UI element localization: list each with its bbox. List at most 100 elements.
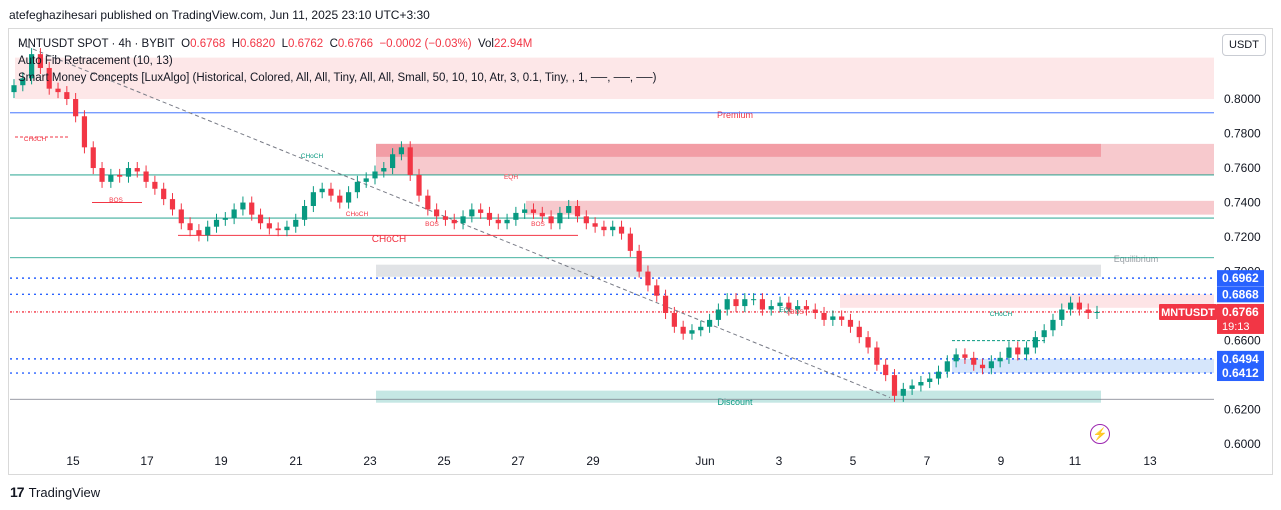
premium-top-zone (15, 57, 1214, 100)
currency-button[interactable]: USDT (1222, 34, 1266, 56)
last-price-badge (1217, 303, 1264, 334)
tradingview-footer[interactable]: 17 TradingView (10, 484, 100, 500)
y-tick-label: 0.6200 (1224, 403, 1261, 417)
symbol-tag-text: MNTUSDT (1161, 307, 1215, 319)
candle (486, 212, 493, 220)
candle (539, 212, 545, 217)
candle (240, 202, 246, 210)
candle (979, 364, 986, 369)
candle (601, 226, 607, 231)
symbol-tag-badge (1159, 303, 1217, 320)
x-tick-label: 27 (511, 454, 525, 468)
open-value: 0.6768 (190, 38, 226, 50)
candle (372, 171, 378, 179)
candle (1050, 319, 1056, 331)
candle (706, 319, 713, 327)
change-value: −0.0002 (−0.03%) (379, 38, 472, 50)
candle (610, 226, 616, 231)
candle (169, 199, 176, 210)
candle (618, 226, 625, 234)
h-label: H (231, 38, 241, 50)
candle (856, 326, 862, 338)
candle (742, 299, 748, 307)
candle (407, 147, 413, 175)
indicator-fib[interactable]: Auto Fib Retracement (10, 13) (18, 55, 173, 67)
candle (161, 188, 167, 200)
candle (1006, 347, 1012, 358)
candle (416, 174, 422, 196)
candle (319, 188, 325, 193)
y-tick-label: 0.7400 (1224, 196, 1261, 210)
candle (645, 271, 651, 286)
structure-label-bos: BOS (109, 197, 123, 204)
x-tick-label: 9 (998, 454, 1005, 468)
candle (557, 212, 563, 224)
candle (654, 285, 660, 296)
y-tick-label: 0.8000 (1224, 92, 1261, 106)
supply-small-zone (840, 294, 1214, 308)
axis-layer: 15 17 19 21 23 25 27 29 Jun 3 5 7 9 11 13 0.8000 0.7800 0… (66, 92, 1264, 468)
structure-label-bos: BOS (425, 221, 439, 228)
zone-label-2: Discount (717, 397, 753, 407)
candle (530, 209, 537, 213)
structure-label-choch: CHoCH (346, 211, 369, 218)
equilibrium-zone (376, 264, 1101, 277)
candle (883, 364, 889, 376)
structure-label-eqh: EQH (504, 174, 518, 181)
candle (874, 347, 880, 365)
candle (442, 216, 449, 220)
candle (733, 299, 739, 307)
zone-label-1: Equilibrium (1114, 254, 1159, 264)
vol-label: Vol (477, 38, 494, 50)
low-value: 0.6762 (288, 38, 324, 50)
candle (425, 195, 431, 210)
candle (354, 181, 360, 193)
price-badge-text: 0.6868 (1222, 287, 1259, 301)
structure-label-choch: CHoCH (372, 234, 406, 245)
l-label: L (281, 38, 288, 50)
chart-legend: MNTUSDT SPOT · 4h · BYBIT O0.6768 H0.682… (18, 36, 656, 87)
candle (390, 154, 396, 169)
price-badge (1217, 286, 1264, 303)
candle (1041, 330, 1047, 338)
x-tick-label: 25 (437, 454, 451, 468)
candle (715, 309, 721, 320)
legend-symbol[interactable]: MNTUSDT SPOT · 4h · BYBIT (18, 38, 175, 50)
legend-ohlc-row: MNTUSDT SPOT · 4h · BYBIT O0.6768 H0.682… (18, 36, 656, 53)
candle (257, 214, 264, 224)
candle (495, 219, 501, 224)
candle (1032, 337, 1038, 348)
candle (187, 223, 193, 231)
chart-area[interactable] (8, 28, 1273, 475)
indicator-smc[interactable]: Smart Money Concepts [LuxAlgo] (Historic… (18, 72, 657, 84)
candle (231, 209, 237, 219)
candle (478, 209, 484, 213)
candle (513, 212, 519, 220)
candle (689, 330, 695, 334)
candle (301, 206, 308, 220)
x-tick-label: 5 (850, 454, 857, 468)
lightning-icon[interactable]: ⚡ (1090, 424, 1110, 444)
candle (900, 388, 906, 396)
eqh-zone (526, 200, 1214, 215)
structure-label-choch: CHoCH (990, 311, 1013, 318)
candle (891, 375, 898, 396)
price-badge-text: 0.6494 (1222, 352, 1259, 366)
high-value: 0.6820 (240, 38, 276, 50)
y-tick-label: 0.7600 (1224, 161, 1261, 175)
candle (213, 219, 220, 227)
candle (293, 219, 299, 227)
candle (275, 228, 281, 231)
candle (11, 85, 17, 93)
candle (566, 206, 572, 213)
x-tick-label: Jun (695, 454, 714, 468)
candle (1094, 311, 1100, 313)
candle (381, 168, 387, 172)
candle (398, 147, 405, 155)
candle (583, 216, 589, 224)
candle (962, 354, 968, 358)
candle (865, 337, 871, 348)
candle (935, 371, 942, 379)
